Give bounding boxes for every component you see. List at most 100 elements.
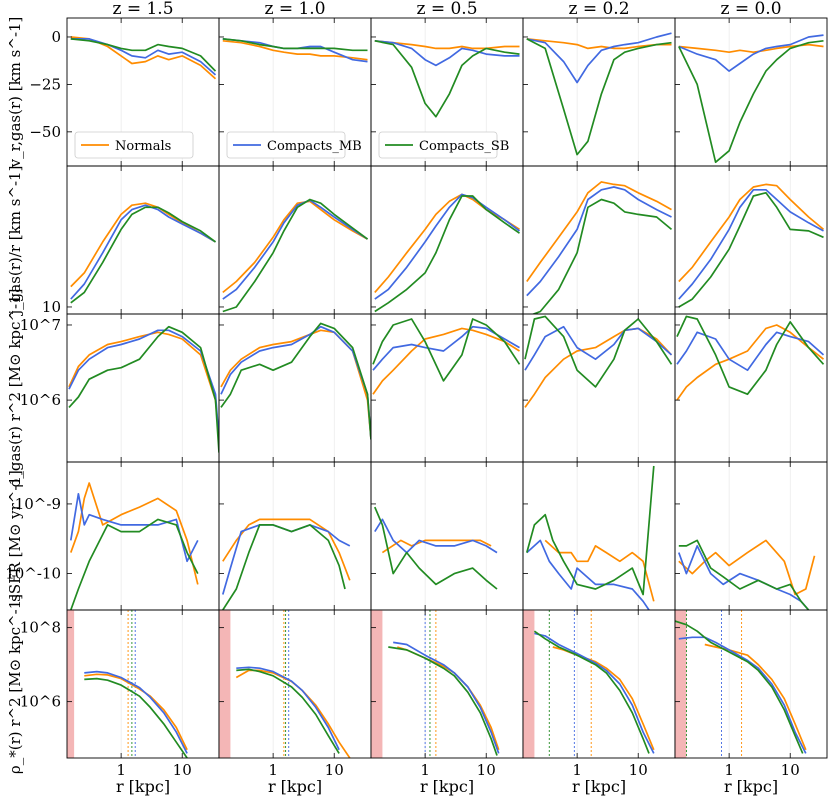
series-line-compacts-mb [678,188,824,300]
y-tick-label: 10^8 [20,619,61,637]
y-axis-label: v_r,gas(r) [km s^-1] [6,17,24,169]
series-line-compacts-sb [222,198,369,313]
y-tick-label: 0 [51,28,61,46]
panel-r2-c2 [370,313,524,463]
series-line-compacts-mb [372,325,520,371]
series-line-compacts-sb [678,191,824,308]
series-line-normals [704,643,807,751]
panel-r4-c2 [370,609,524,759]
panel-r4-c0 [66,609,220,759]
panel-r2-c3 [522,313,676,463]
series-line-compacts-sb [388,646,498,756]
y-tick-label: 10 [42,298,61,316]
series-line-normals [544,539,655,602]
panel-frame [674,17,828,167]
x-axis-labels: 1 10r [kpc]1 10r [kpc]1 10r [kpc]1 10r [kpc]… [116,761,800,796]
legend-box [226,131,346,159]
series-line-normals [372,327,520,395]
x-tick-label: 10 [325,761,344,779]
panel-frame [522,165,676,315]
series-line-compacts-mb [220,325,371,440]
series-line-normals [526,38,672,50]
y-tick-label: −50 [29,123,61,141]
series-line-normals [397,646,500,751]
series-line-compacts-sb [525,465,655,596]
x-tick-label: 1 [724,761,734,779]
panel-frame [370,609,524,759]
series-line-compacts-sb [222,38,368,52]
series-line-compacts-sb [676,315,825,396]
column-title-z0.2: z = 0.2 [568,0,629,19]
series-line-compacts-mb [70,204,216,300]
series-line-compacts-mb [393,641,500,754]
panel-r4-c3 [522,609,676,759]
series-line-compacts-mb [526,539,650,610]
series-line-compacts-mb [678,545,810,610]
panel-r0-c3 [522,17,676,167]
panel-r3-c2 [370,461,524,611]
panel-r3-c0 [66,461,220,611]
y-axis-label: ρ_*(r) r^2 [M⊙ kpc^-1] [6,594,24,774]
y-axis-label: j_gas(r)/r [km s^-1] [6,166,24,317]
panel-r3-c1 [218,461,372,611]
series-line-compacts-mb [534,632,655,754]
panel-r1-c1 [218,165,372,315]
panel-frame [674,461,828,611]
resolution-shade [523,610,535,758]
panel-frame [522,609,676,759]
legend-compacts-sb: Compacts_SB [378,131,509,159]
panel-r0-c4 [674,17,828,167]
series-line-normals [381,539,492,554]
series-line-compacts-mb [222,199,368,300]
x-tick-label: 10 [477,761,496,779]
series-line-compacts-mb [524,325,673,371]
panel-frame [674,313,828,463]
series-line-compacts-mb [84,670,188,754]
series-line-compacts-sb [675,620,804,754]
series-line-compacts-sb [70,518,199,610]
panel-r1-c0 [66,165,220,315]
series-line-compacts-sb [678,39,824,164]
series-line-normals [222,518,351,581]
panel-grid: Normals Compacts_MB Compacts_SB [66,17,828,759]
series-line-compacts-mb [236,666,340,751]
panel-r4-c1 [218,609,372,759]
panel-r1-c3 [522,165,676,315]
series-line-compacts-sb [374,195,520,313]
series-line-compacts-sb [524,315,673,388]
series-line-compacts-sb [374,506,498,590]
series-line-compacts-mb [374,193,521,300]
column-titles: z = 1.5 z = 1.0 z = 0.5 z = 0.2 z = 0.0 [112,0,781,19]
series-line-compacts-sb [68,325,219,453]
y-tick-label: 10^-9 [15,495,61,513]
series-line-compacts-sb [70,206,217,304]
y-axis-label: sSFR [M⊙ yr^-1] [6,470,24,602]
legend-label: Normals [115,139,171,154]
resolution-shade [67,610,75,758]
y-tick-label: 10^6 [20,391,61,409]
series-line-compacts-sb [236,668,340,754]
column-title-z0.5: z = 0.5 [416,0,477,19]
series-line-compacts-mb [374,518,498,554]
resolution-shade [675,610,687,758]
x-axis-label: r [kpc] [724,777,778,796]
x-axis-label: r [kpc] [268,777,322,796]
x-axis-label: r [kpc] [572,777,626,796]
legend-label: Compacts_MB [267,139,362,154]
x-tick-label: 1 [420,761,430,779]
x-tick-label: 1 [268,761,278,779]
series-line-compacts-sb [222,524,346,610]
row-axis-labels: 0 −25 −50 v_r,gas(r) [km s^-1] 10 j_gas(r)/r … [5,17,61,775]
panel-frame [370,461,524,611]
panel-r2-c1 [218,313,372,463]
series-line-normals [84,673,188,751]
y-axis-label: ρ_gas(r) r^2 [M⊙ kpc^-1] [6,289,24,488]
x-tick-label: 10 [781,761,800,779]
series-line-normals [526,181,672,282]
series-line-normals [222,39,368,61]
series-line-compacts-mb [678,636,807,754]
panel-r1-c2 [370,165,524,315]
legend-normals: Normals [74,131,194,159]
panel-frame [218,313,372,463]
